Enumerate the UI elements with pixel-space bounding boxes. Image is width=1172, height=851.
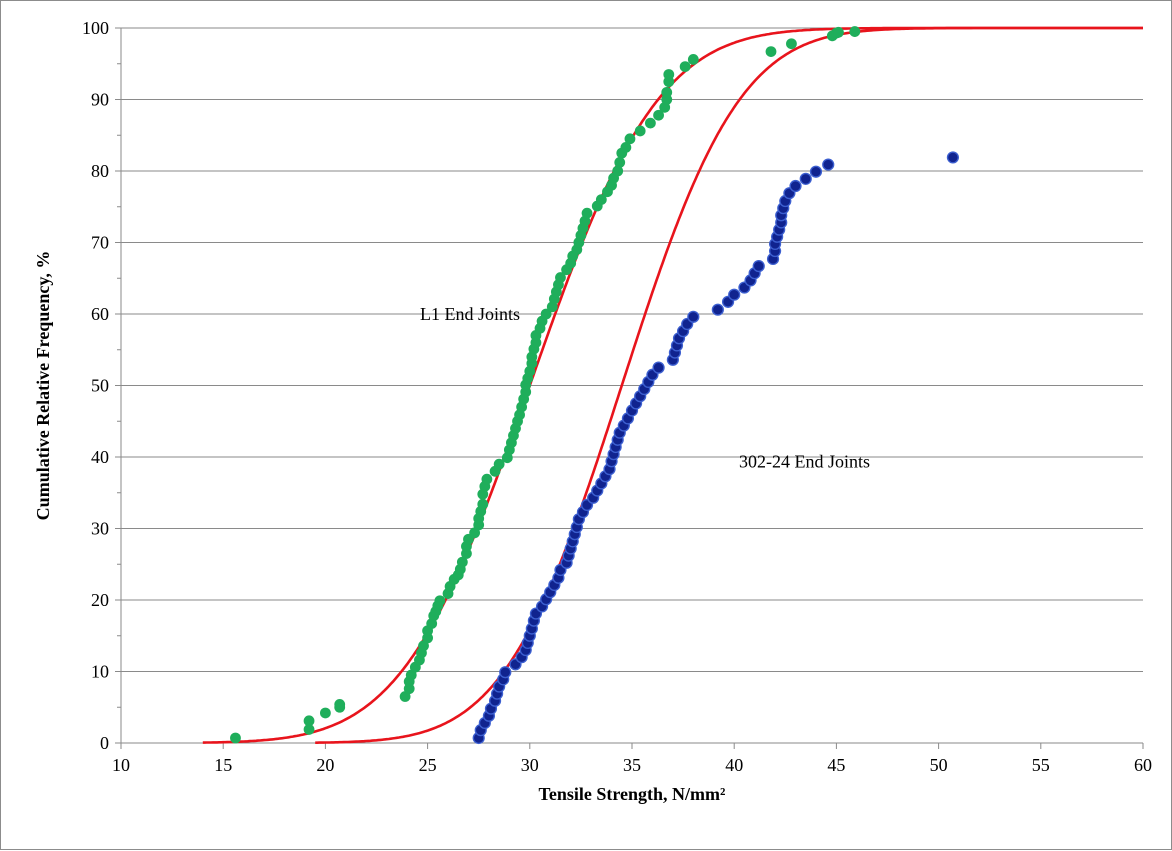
data-point (822, 158, 835, 171)
data-point (614, 157, 626, 168)
y-tick-label: 60 (91, 304, 109, 324)
data-point (663, 69, 675, 80)
data-point (634, 125, 646, 137)
data-point (752, 259, 765, 273)
data-point (334, 698, 346, 710)
series-302-24-end-joints (472, 151, 960, 745)
data-point (661, 86, 673, 98)
data-point (581, 207, 593, 219)
data-point (540, 308, 552, 320)
x-tick-label: 20 (316, 755, 334, 775)
x-tick-label: 35 (623, 755, 641, 775)
data-point (687, 54, 699, 65)
data-point (711, 303, 724, 316)
data-point (481, 473, 493, 485)
x-tick-label: 60 (1134, 755, 1152, 775)
data-point (555, 272, 566, 283)
y-tick-label: 80 (91, 161, 109, 181)
data-point (303, 724, 315, 735)
data-point (493, 458, 505, 470)
data-point (946, 151, 960, 164)
axes (115, 27, 1144, 749)
x-tick-label: 50 (930, 755, 948, 775)
data-point (789, 179, 802, 193)
data-point (786, 38, 797, 50)
series-annotation: 302-24 End Joints (739, 451, 870, 471)
data-point (644, 117, 656, 129)
y-tick-label: 20 (91, 590, 109, 610)
data-point (687, 310, 700, 323)
series-annotation: L1 End Joints (420, 304, 520, 324)
data-point (624, 133, 636, 145)
x-tick-label: 15 (214, 755, 232, 775)
series-l1-end-joints (230, 26, 861, 744)
data-point (620, 142, 632, 153)
data-point (434, 595, 446, 607)
annotations: L1 End Joints 302-24 End Joints (420, 304, 870, 471)
x-tick-label: 40 (725, 755, 743, 775)
y-axis-title: Cumulative Relative Frequency, % (33, 251, 53, 521)
y-tick-label: 50 (91, 376, 109, 396)
y-tick-label: 40 (91, 447, 109, 467)
data-point (612, 165, 624, 177)
fit-curve (315, 26, 1143, 744)
data-point (477, 498, 489, 510)
data-point (653, 109, 664, 121)
data-point (499, 666, 512, 679)
y-tick-label: 30 (91, 519, 109, 539)
data-point (230, 732, 241, 744)
data-point (728, 288, 741, 301)
x-tick-label: 10 (112, 755, 130, 775)
x-tick-label: 55 (1032, 755, 1050, 775)
y-tick-label: 90 (91, 90, 109, 110)
data-point (765, 46, 777, 57)
data-point (809, 165, 823, 178)
data-point (679, 61, 691, 73)
x-axis-title: Tensile Strength, N/mm² (539, 784, 726, 804)
data-points (230, 26, 960, 745)
data-point (320, 707, 331, 719)
y-tick-label: 70 (91, 233, 109, 253)
data-point (849, 26, 861, 37)
y-tick-label: 100 (82, 18, 109, 38)
x-tick-label: 30 (521, 755, 539, 775)
x-tick-label: 45 (827, 755, 845, 775)
y-tick-label: 0 (100, 733, 109, 753)
data-point (303, 715, 315, 727)
data-point (833, 26, 844, 38)
data-point (595, 194, 607, 206)
x-tick-label: 25 (419, 755, 437, 775)
data-point (799, 172, 812, 185)
data-point (456, 556, 468, 568)
y-tick-label: 10 (91, 662, 109, 682)
data-point (652, 361, 665, 374)
